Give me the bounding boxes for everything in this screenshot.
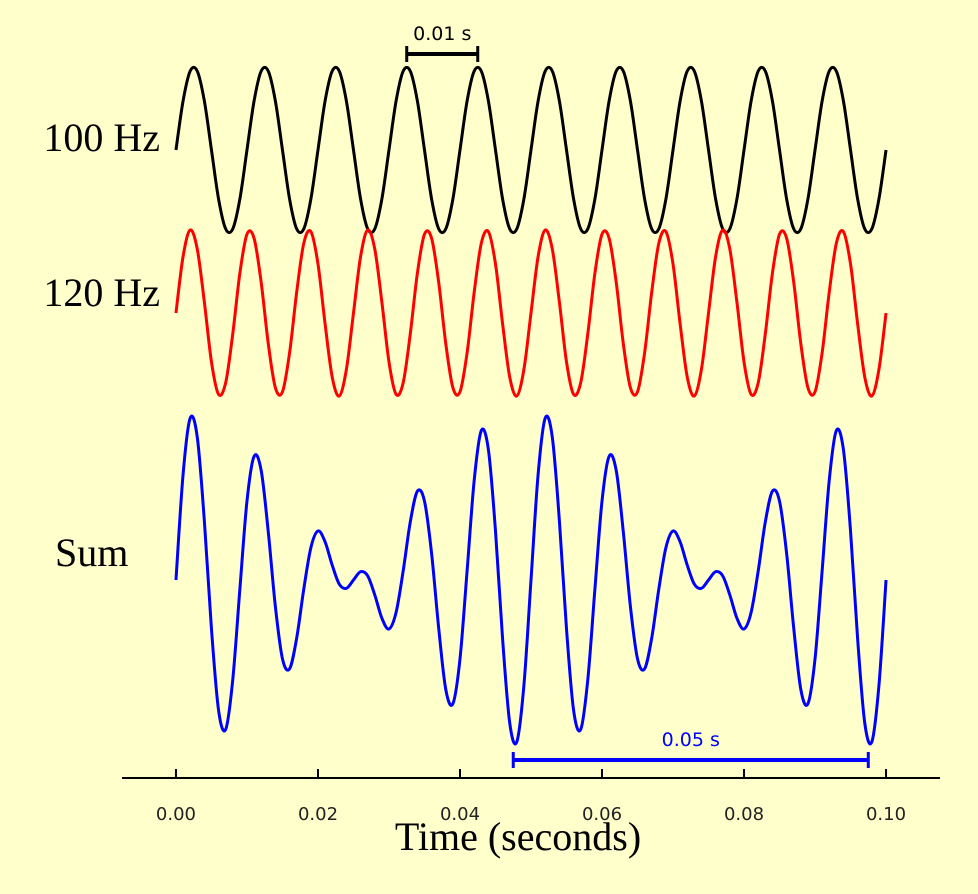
x-tick-label: 0.10 [866,804,906,825]
series-label: 100 Hz [43,115,160,160]
x-axis-title: Time (seconds) [395,814,641,859]
annotation: 0.01 s [413,23,471,45]
x-tick-label: 0.06 [582,804,622,825]
series-line [174,65,888,235]
x-tick-label: 0.08 [724,804,764,825]
annotation: 0.05 s [662,729,720,751]
x-tick-label: 0.02 [298,804,338,825]
series-line [174,228,888,398]
series-label: Sum [55,530,128,575]
x-tick-label: 0.00 [156,804,196,825]
x-tick-label: 0.04 [440,804,480,825]
series-line [174,414,888,746]
series-label: 120 Hz [43,270,160,315]
